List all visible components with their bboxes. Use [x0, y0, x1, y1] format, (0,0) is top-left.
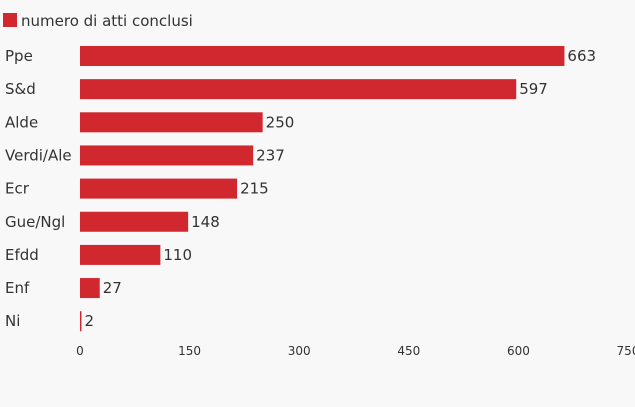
- data-label: 597: [519, 80, 548, 98]
- bar: [80, 145, 254, 166]
- category-label: Alde: [5, 113, 38, 131]
- category-label: Verdi/Ale: [5, 146, 72, 164]
- bar: [80, 79, 517, 100]
- category-label: Ppe: [5, 47, 33, 65]
- category-label: Efdd: [5, 246, 39, 264]
- data-label: 148: [191, 213, 220, 231]
- x-axis-tick-labels: 0 150 300 450 600 750: [76, 344, 635, 358]
- legend: numero di atti conclusi: [3, 12, 193, 30]
- bar: [80, 178, 238, 199]
- value-labels: 663 597 250 237 215 148 110 27 2: [84, 47, 596, 330]
- data-label: 237: [256, 146, 285, 164]
- category-labels: Ppe S&d Alde Verdi/Ale Ecr Gue/Ngl Efdd Enf Ni: [5, 47, 72, 330]
- data-label: 110: [163, 246, 192, 264]
- bar: [80, 244, 161, 265]
- data-label: 250: [266, 113, 295, 131]
- x-tick-label: 600: [507, 344, 530, 358]
- x-tick-label: 450: [397, 344, 420, 358]
- x-tick-label: 300: [288, 344, 311, 358]
- legend-label: numero di atti conclusi: [21, 12, 193, 30]
- bar: [80, 311, 82, 332]
- legend-swatch: [3, 13, 17, 27]
- bar: [80, 278, 100, 299]
- bar: [80, 211, 189, 232]
- data-label: 663: [567, 47, 596, 65]
- x-tick-label: 150: [178, 344, 201, 358]
- category-label: Enf: [5, 279, 30, 297]
- data-label: 215: [240, 180, 269, 198]
- bar: [80, 46, 565, 66]
- category-label: S&d: [5, 80, 36, 98]
- bar: [80, 112, 263, 133]
- category-label: Gue/Ngl: [5, 213, 65, 231]
- data-label: 2: [84, 312, 94, 330]
- category-label: Ni: [5, 312, 20, 330]
- bars: [80, 46, 565, 332]
- category-label: Ecr: [5, 180, 30, 198]
- data-label: 27: [103, 279, 122, 297]
- x-tick-label: 750: [617, 344, 635, 358]
- x-tick-label: 0: [76, 344, 84, 358]
